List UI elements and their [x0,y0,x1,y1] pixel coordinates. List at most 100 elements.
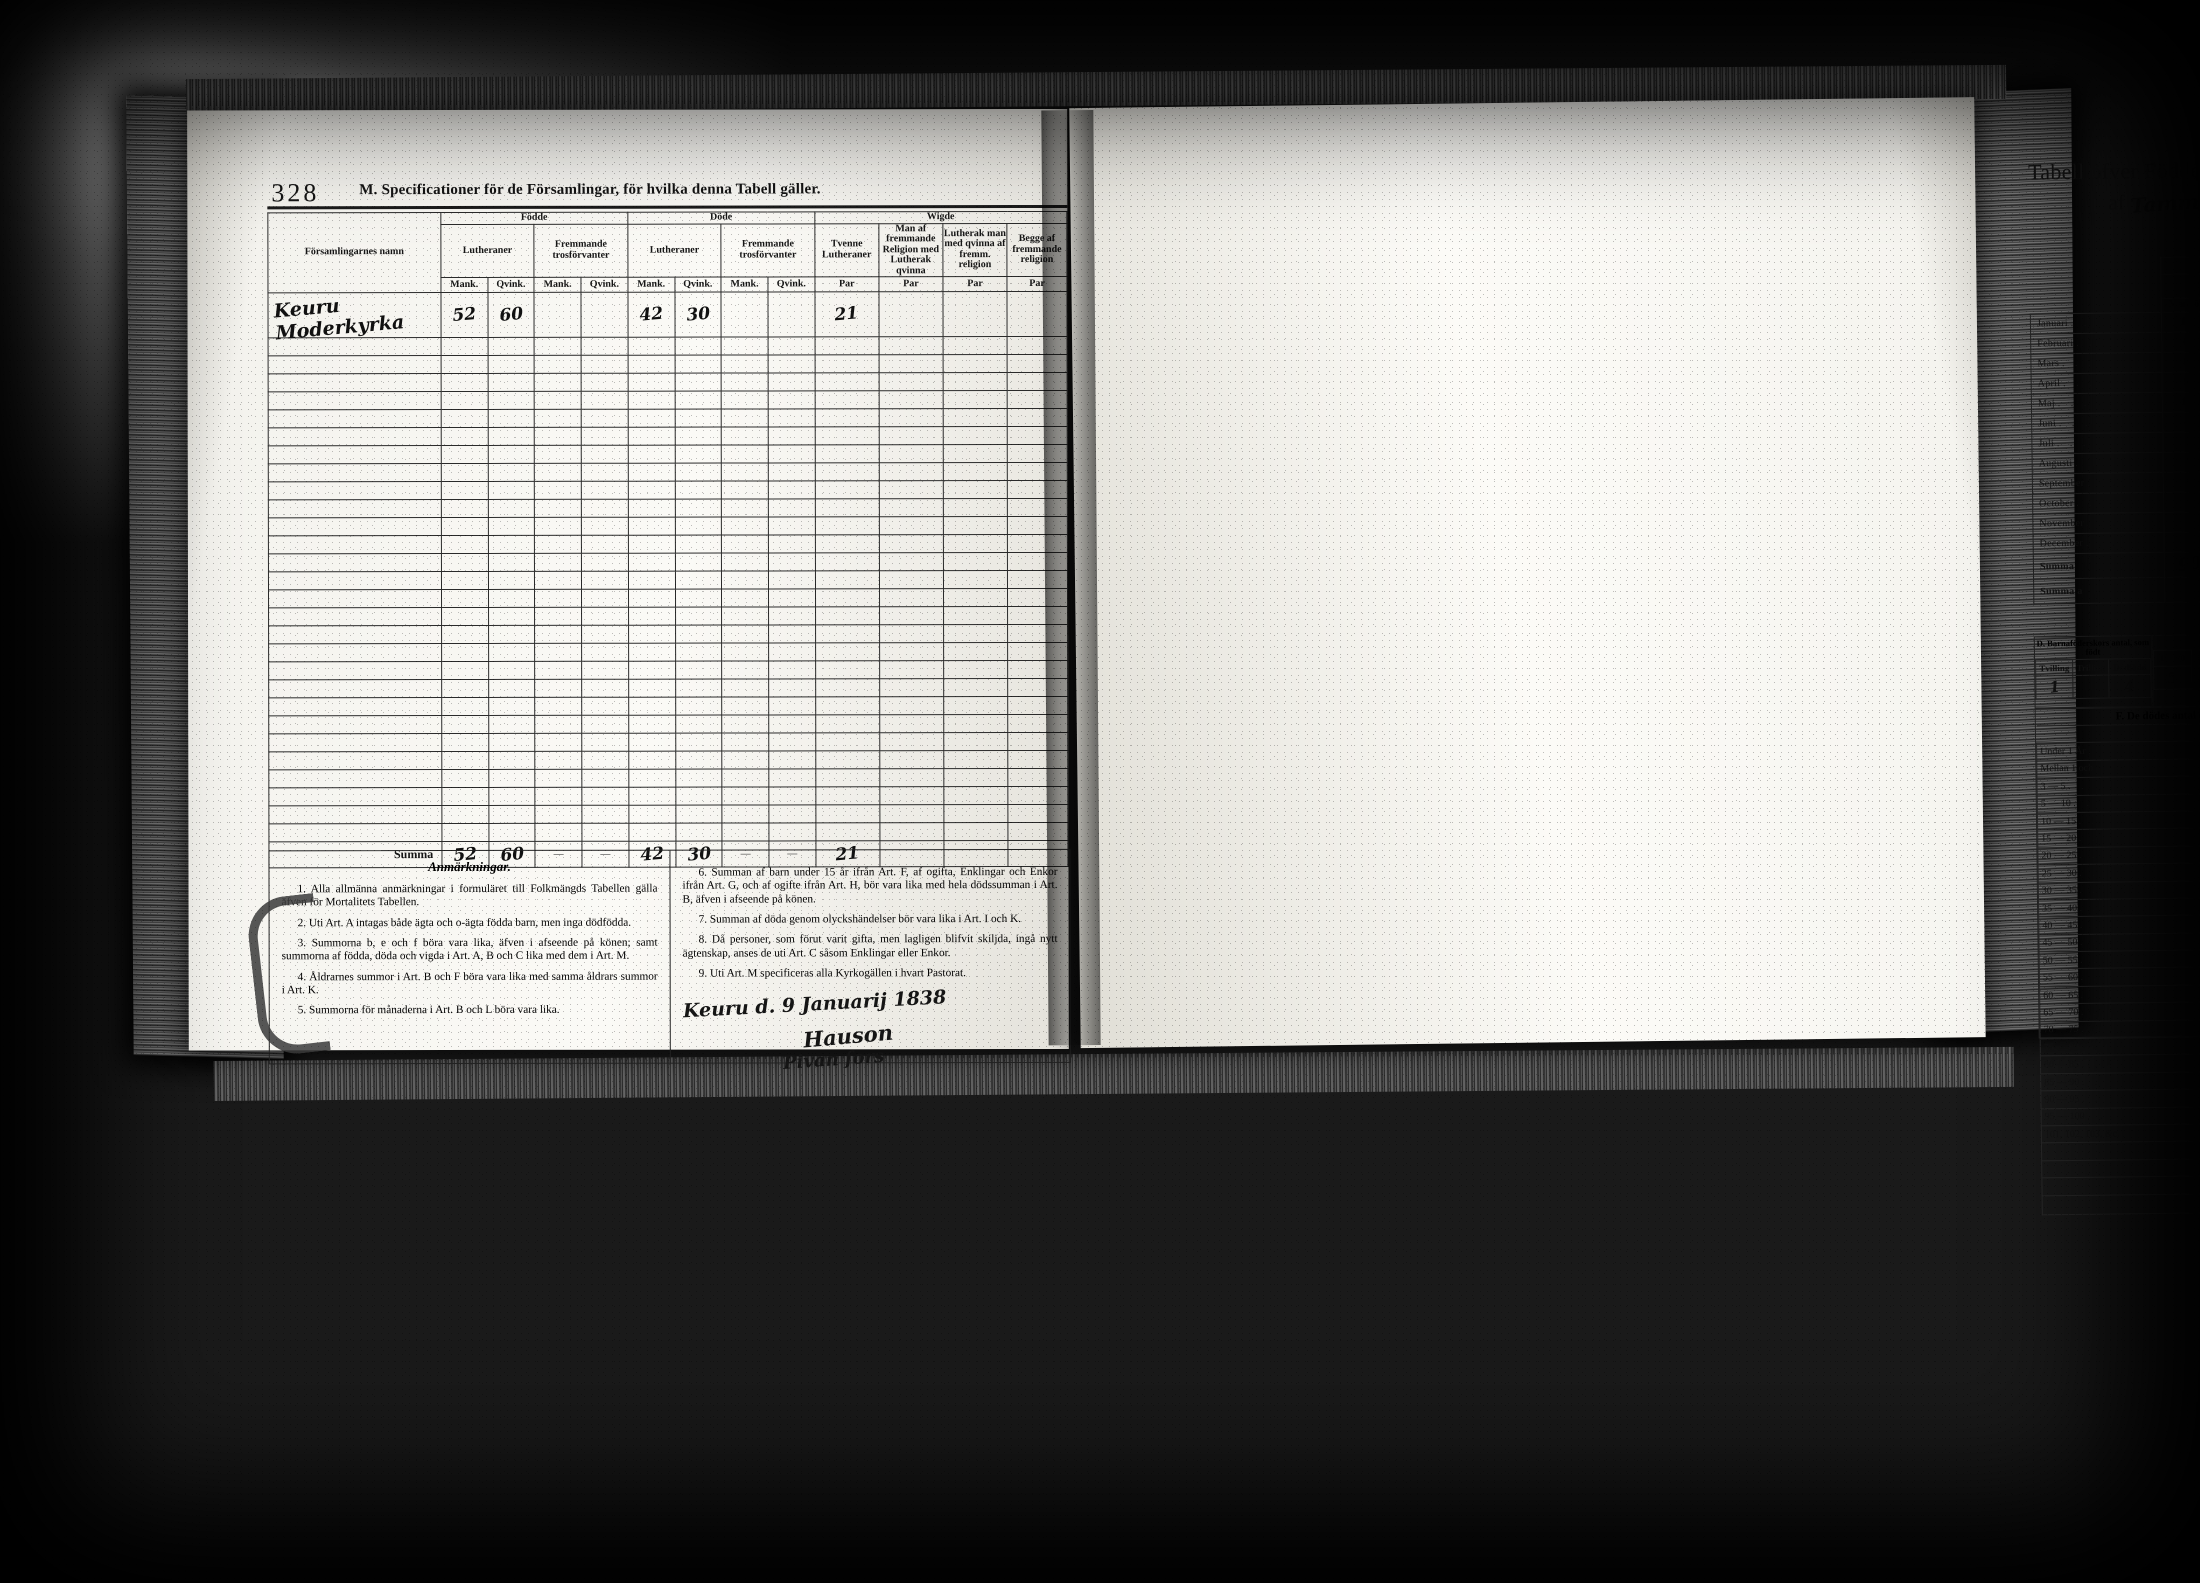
month-label-1: Februari . . . [2030,332,2163,354]
table-row[interactable] [268,462,1068,482]
right-page-header: Tabell öfver Födde, Döde och Vigde uti K… [2028,146,2200,245]
age-row[interactable]: 101, 102, 103, &c. . . [2041,1122,2200,1144]
table-row[interactable] [268,480,1068,500]
section-d-value-2[interactable]: 4 [2109,674,2152,699]
col-married: Wigde [814,211,1067,224]
table-row[interactable] [268,570,1068,590]
month-value[interactable]: 3 [2163,491,2200,513]
age-row[interactable]: Mellan 1 och 3 . .77 [2036,757,2200,779]
age-row[interactable]: 35 — 40 . .11 [2038,896,2200,918]
age-row[interactable]: 10 — 15 . .12 [2037,809,2200,831]
table-row[interactable] [268,426,1068,446]
month-label-7: Augusti . . . [2032,452,2164,474]
table-row[interactable] [268,498,1068,518]
table-row[interactable] [268,372,1068,392]
summa-label: Summa [2033,552,2166,579]
table-row[interactable] [268,390,1068,410]
table-row[interactable] [268,642,1068,662]
age-row[interactable]: 25 — 30 . .1 [2038,861,2200,883]
table-row[interactable] [268,786,1068,806]
table-row[interactable] [268,444,1068,464]
section-f-age-17: 75 — 80 . . [2040,1036,2200,1057]
month-value[interactable]: 8 [2163,471,2200,493]
age-row[interactable]: 80 — 85 . . [2040,1053,2200,1074]
table-row[interactable] [268,408,1068,428]
month-value[interactable]: 5 [2164,531,2200,553]
age-row[interactable]: 15 — 20 . . [2037,827,2200,848]
age-row[interactable] [2041,1140,2200,1161]
age-row[interactable]: 60 — 65 . .34 [2039,983,2200,1005]
age-row[interactable]: 3 — 5 . .11 [2037,774,2200,796]
age-row[interactable]: 50 — 55 . .23 [2039,948,2200,970]
age-row[interactable]: 95 — 100 . . [2041,1105,2200,1126]
section-d-col-1: Trilling [2072,659,2110,676]
month-label-4: Maj . . . [2031,392,2163,414]
age-row[interactable]: 65 — 70 . .54 [2039,1001,2200,1022]
table-row[interactable] [268,354,1068,374]
table-row[interactable] [268,552,1068,572]
summa-value-0: 90 [2164,551,2200,578]
section-e-col-0: 15—20 [2153,650,2192,667]
table-row[interactable] [268,660,1068,680]
month-value[interactable]: 6 [2162,331,2200,353]
sub-female: Qvink. [674,277,722,293]
month-value[interactable]: 7 [2164,511,2200,533]
col-dead-lutheran: Lutheraner [627,223,722,278]
table-row[interactable] [268,714,1068,734]
section-d-title: D. Barnaföderskors antal, som födt [2036,637,2150,657]
table-row[interactable]: Keuru Moderkyrka 52 60 42 30 21 [267,291,1068,344]
section-e-value-1[interactable]: 30 [2191,665,2200,690]
month-value[interactable]: 10 [2161,311,2200,333]
remark-2: 2. Uti Art. A intagas både ägta och o-äg… [297,916,632,929]
month-value[interactable]: 11 [2162,391,2200,413]
month-value[interactable]: 9 [2163,431,2200,453]
month-value[interactable]: 9 [2162,371,2200,393]
table-row[interactable] [268,732,1068,752]
table-row[interactable] [268,696,1068,716]
section-f-title: F. De dödes antal efter åldern [2115,709,2200,723]
table-row[interactable] [268,606,1068,626]
section-d-value-1[interactable] [2073,675,2110,699]
section-e-value-0[interactable]: 5 [2153,666,2192,690]
left-page: 328 M. Specificationer för de Församling… [187,108,1071,1074]
age-row[interactable]: 90 — 95 . . [2040,1087,2200,1109]
age-row[interactable]: Under 1 År . .3116 [2036,740,2200,761]
table-row[interactable] [268,336,1068,356]
section-f-age-6: 20 — 25 . . [2037,845,2200,866]
section-f-summa-e-label: Summa e [2042,1212,2200,1234]
age-row[interactable]: 5 — 10 . .12 [2037,792,2200,813]
section-f-age-4: 10 — 15 . . [2037,810,2200,831]
summa-a-value: 170 [2165,576,2200,603]
table-row[interactable] [268,588,1068,608]
age-row[interactable]: 55 — 60 . .51 [2039,966,2200,987]
section-f-age-8: 30 — 35 . . [2038,879,2200,900]
age-row[interactable] [2041,1157,2200,1179]
age-row[interactable]: 40 — 45 . .42 [2038,914,2200,935]
col-dead: Döde [627,212,815,224]
section-e-title: E. Barnaföderskors antal efter deras åld… [2153,632,2200,650]
section-f-age-18: 80 — 85 . . [2040,1053,2200,1074]
age-row[interactable]: 30 — 35 . .23 [2038,879,2200,900]
table-row[interactable] [268,822,1068,842]
age-row[interactable]: 70 — 75 . .63 [2039,1018,2200,1039]
table-row[interactable] [268,750,1068,770]
table-row[interactable] [268,804,1068,824]
month-value[interactable]: 6 [2163,451,2200,473]
section-d-col-0: Tvilling [2035,659,2074,676]
section-d-value-0[interactable]: 1 [2035,675,2074,699]
table-row[interactable] [268,678,1068,698]
age-row[interactable]: 20 — 25 . .1 [2037,844,2200,866]
month-label-9: October . . . [2032,492,2165,514]
month-value[interactable]: 8 [2162,411,2200,433]
col-two-lutherans: Tvenne Lutheraner [814,223,879,277]
table-row[interactable] [268,768,1068,788]
table-row[interactable] [268,624,1068,644]
age-row[interactable]: 75 — 80 . .33 [2040,1035,2200,1057]
table-row[interactable] [268,516,1068,536]
month-value[interactable]: 8 [2162,351,2200,373]
age-row[interactable]: 85 — 90 . .2 [2040,1070,2200,1092]
age-row[interactable]: 45 — 50 . .72 [2038,931,2200,952]
sub-male: Mank. [721,276,768,293]
age-row[interactable] [2041,1174,2200,1196]
table-row[interactable] [268,534,1068,554]
